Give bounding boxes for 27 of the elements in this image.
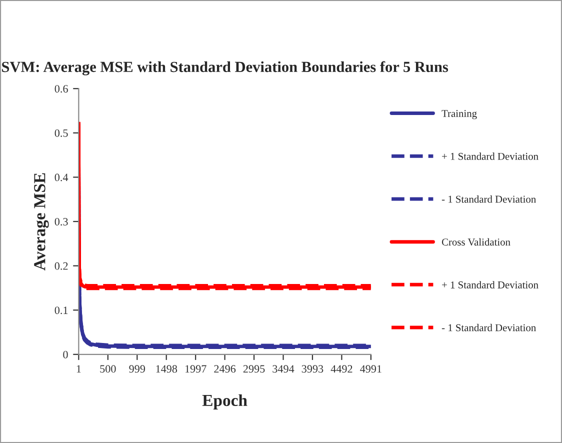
x-tick-label: 500 [100, 365, 116, 373]
y-tick-label: 0.3 [54, 218, 68, 226]
x-axis-title: Epoch [202, 394, 248, 410]
y-tick-label: 0 [63, 350, 68, 358]
legend-label: - 1 Standard Deviation [442, 324, 536, 332]
x-tick-label: 4991 [360, 365, 382, 373]
x-tick-label: 1 [76, 365, 81, 373]
legend-label: + 1 Standard Deviation [442, 281, 538, 288]
legend-label: + 1 Standard Deviation [442, 152, 538, 160]
y-tick-label: 0.6 [54, 85, 68, 93]
legend-label: Cross Validation [442, 238, 510, 246]
x-tick-label: 2496 [214, 365, 236, 373]
legend-label: Training [442, 110, 477, 120]
y-tick-label: 0.1 [54, 306, 68, 314]
y-tick-label: 0.5 [54, 129, 68, 137]
chart-title: SVM: Average MSE with Standard Deviation Boundaries for 5 Runs [2, 61, 448, 76]
x-tick-label: 2995 [243, 365, 265, 373]
x-tick-label: 999 [129, 365, 146, 373]
x-tick-label: 3993 [302, 365, 324, 373]
x-tick-label: 4492 [330, 365, 352, 373]
x-tick-label: 1997 [185, 365, 206, 373]
y-tick-label: 0.4 [54, 174, 68, 182]
y-axis-title: Average MSE [34, 173, 49, 270]
x-tick-label: 3494 [272, 365, 294, 373]
y-tick-label: 0.2 [54, 262, 68, 270]
legend-label: - 1 Standard Deviation [442, 195, 536, 203]
x-tick-label: 1498 [156, 365, 178, 373]
